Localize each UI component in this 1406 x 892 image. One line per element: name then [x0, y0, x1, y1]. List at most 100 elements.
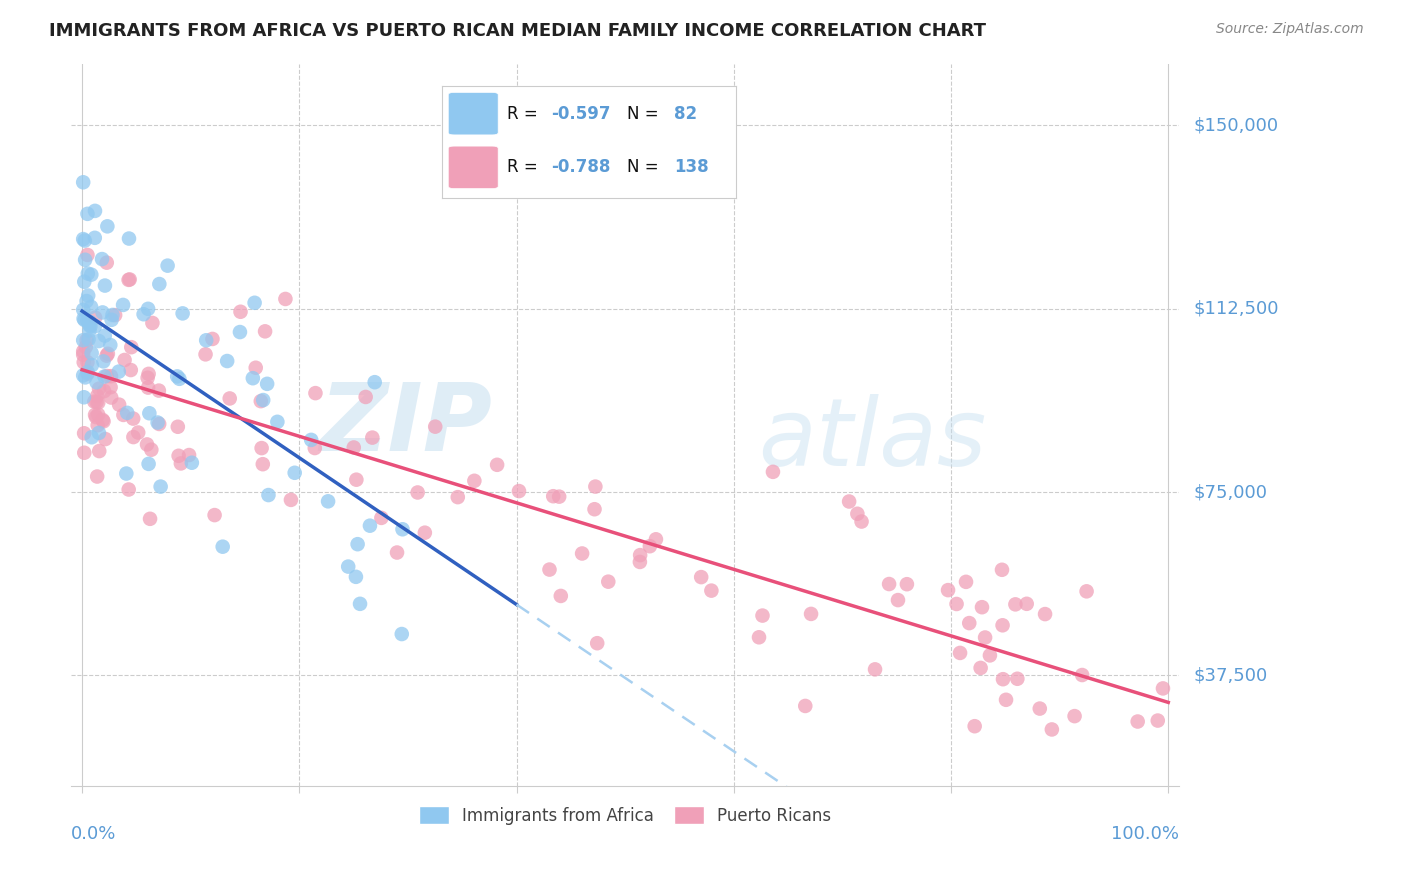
Point	[863, 662, 886, 676]
Point	[170, 457, 193, 471]
Point	[628, 555, 651, 569]
Point	[76, 367, 98, 381]
Point	[346, 537, 368, 551]
Point	[583, 502, 606, 516]
Point	[112, 408, 135, 422]
Point	[274, 292, 297, 306]
Point	[690, 570, 713, 584]
Point	[75, 252, 97, 267]
Point	[1071, 668, 1094, 682]
Point	[638, 539, 661, 553]
Point	[970, 600, 993, 615]
Legend: Immigrants from Africa, Puerto Ricans: Immigrants from Africa, Puerto Ricans	[412, 800, 838, 831]
Point	[76, 248, 98, 262]
Point	[83, 231, 105, 245]
Text: 0.0%: 0.0%	[72, 825, 117, 843]
Point	[84, 408, 107, 422]
Point	[73, 234, 96, 248]
Point	[508, 484, 530, 499]
Point	[96, 219, 118, 234]
Point	[76, 267, 98, 281]
Point	[93, 384, 115, 398]
Point	[94, 278, 117, 293]
Point	[79, 319, 101, 334]
Point	[114, 353, 136, 368]
Point	[87, 382, 110, 396]
Point	[180, 456, 202, 470]
Point	[72, 311, 94, 326]
Point	[1029, 701, 1052, 715]
Point	[1076, 584, 1098, 599]
Point	[87, 395, 110, 409]
Point	[87, 408, 110, 422]
Point	[72, 302, 94, 317]
Point	[538, 563, 561, 577]
Point	[122, 411, 145, 425]
Point	[89, 444, 111, 458]
Point	[645, 533, 668, 547]
Point	[112, 298, 135, 312]
Point	[955, 574, 977, 589]
Point	[76, 207, 98, 221]
Point	[76, 313, 98, 327]
Point	[242, 371, 264, 385]
Point	[969, 661, 991, 675]
Point	[86, 418, 108, 433]
Point	[148, 277, 170, 291]
Point	[598, 574, 620, 589]
Point	[280, 492, 302, 507]
Point	[75, 370, 97, 384]
Point	[96, 349, 118, 363]
Point	[156, 259, 179, 273]
Point	[254, 324, 277, 338]
Point	[991, 618, 1014, 632]
Point	[117, 273, 139, 287]
Point	[700, 583, 723, 598]
Point	[896, 577, 918, 591]
Point	[72, 333, 94, 347]
Point	[91, 305, 114, 319]
Point	[541, 489, 564, 503]
Point	[250, 394, 273, 409]
Point	[550, 589, 572, 603]
Point	[108, 398, 131, 412]
Point	[138, 457, 160, 471]
Point	[762, 465, 785, 479]
Point	[100, 380, 122, 394]
Point	[101, 308, 124, 322]
Point	[72, 344, 94, 359]
Point	[201, 332, 224, 346]
Point	[463, 474, 485, 488]
Point	[995, 693, 1018, 707]
Point	[80, 300, 103, 314]
Point	[800, 607, 823, 621]
Point	[1033, 607, 1056, 621]
Point	[166, 419, 188, 434]
Point	[136, 301, 159, 316]
Point	[447, 490, 470, 504]
Point	[413, 525, 436, 540]
Point	[77, 332, 100, 346]
Point	[571, 546, 593, 560]
Point	[851, 515, 873, 529]
Point	[391, 522, 413, 536]
Point	[72, 348, 94, 362]
Point	[73, 446, 96, 460]
Point	[87, 425, 110, 440]
Point	[91, 252, 114, 266]
Point	[76, 365, 98, 379]
Point	[391, 627, 413, 641]
Point	[122, 430, 145, 444]
Point	[936, 583, 959, 598]
Point	[949, 646, 972, 660]
Point	[349, 597, 371, 611]
Point	[72, 232, 94, 246]
Point	[243, 295, 266, 310]
Point	[127, 425, 149, 440]
Point	[96, 369, 118, 384]
Point	[299, 433, 322, 447]
Point	[252, 392, 274, 407]
Point	[77, 288, 100, 302]
Point	[84, 310, 107, 325]
Point	[72, 175, 94, 189]
